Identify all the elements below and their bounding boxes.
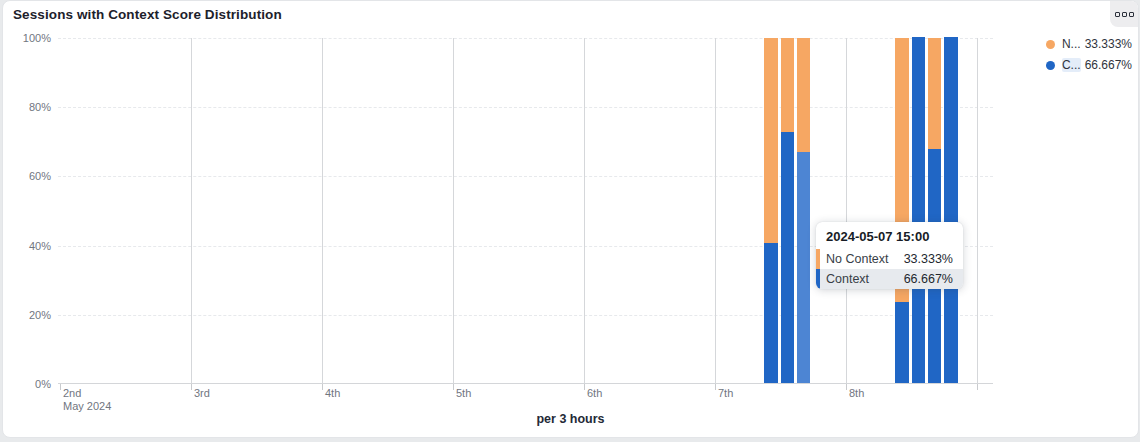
y-axis-label: 100% — [23, 32, 58, 44]
stacked-bar[interactable] — [781, 38, 795, 383]
x-axis-tick — [715, 384, 716, 390]
x-axis-tick — [453, 384, 454, 390]
menu-square-icon — [1115, 12, 1120, 17]
bar-segment-context — [944, 37, 958, 383]
bar-segment-no-context — [781, 38, 795, 133]
x-axis-title: per 3 hours — [3, 412, 1138, 426]
y-axis-label: 20% — [29, 309, 58, 321]
bar-segment-context — [764, 243, 778, 383]
x-axis-label: 5th — [456, 387, 471, 400]
x-axis-label: 8th — [849, 387, 864, 400]
menu-square-icon — [1122, 12, 1127, 17]
x-axis-label: 2ndMay 2024 — [63, 387, 111, 413]
grid-line-vertical — [191, 38, 192, 384]
legend-dot-icon — [1046, 61, 1055, 70]
legend-item-no-context[interactable]: N... 33.333% — [1046, 37, 1132, 51]
stacked-bar[interactable] — [764, 38, 778, 383]
legend-label: C... — [1062, 58, 1081, 72]
plot-area: 0%20%40%60%80%100%2ndMay 20243rd4th5th6t… — [58, 38, 993, 384]
x-axis-label: 6th — [587, 387, 602, 400]
legend-label: N... — [1062, 37, 1081, 51]
grid-line-vertical — [977, 38, 978, 384]
stacked-bar[interactable] — [928, 38, 942, 383]
grid-line-vertical — [584, 38, 585, 384]
grid-line-horizontal — [58, 38, 993, 39]
bar-segment-context — [781, 132, 795, 383]
x-axis-tick — [60, 384, 61, 390]
x-axis-tick — [977, 384, 978, 390]
chart-card: Sessions with Context Score Distribution… — [2, 0, 1139, 438]
x-axis-tick — [846, 384, 847, 390]
tooltip-row-context: Context 66.667% — [816, 269, 963, 289]
grid-line-vertical — [715, 38, 716, 384]
x-axis-label: 7th — [718, 387, 733, 400]
bar-segment-no-context — [797, 38, 811, 153]
tooltip-title: 2024-05-07 15:00 — [816, 222, 963, 249]
grid-line-horizontal — [58, 315, 993, 316]
x-axis-label: 4th — [325, 387, 340, 400]
bar-segment-no-context — [764, 38, 778, 244]
x-axis-tick — [191, 384, 192, 390]
grid-line-vertical — [846, 38, 847, 384]
series-color-strip — [816, 269, 820, 289]
x-axis-label: 3rd — [194, 387, 210, 400]
tooltip-series-value: 66.667% — [904, 272, 953, 286]
page-title: Sessions with Context Score Distribution — [13, 7, 282, 22]
legend: N... 33.333% C... 66.667% — [1046, 37, 1132, 72]
stacked-bar[interactable] — [944, 38, 958, 383]
tooltip-series-value: 33.333% — [904, 252, 953, 266]
bar-segment-context — [797, 152, 811, 383]
grid-line-horizontal — [58, 176, 993, 177]
y-axis-label: 60% — [29, 170, 58, 182]
grid-line-vertical — [453, 38, 454, 384]
legend-item-context[interactable]: C... 66.667% — [1046, 58, 1132, 72]
chart-tooltip: 2024-05-07 15:00 No Context 33.333% Cont… — [816, 222, 963, 289]
legend-value: 33.333% — [1085, 37, 1132, 51]
tooltip-series-label: Context — [826, 272, 869, 286]
legend-value: 66.667% — [1085, 58, 1132, 72]
tooltip-series-label: No Context — [826, 252, 889, 266]
stacked-bar[interactable] — [912, 38, 926, 383]
x-axis-tick — [322, 384, 323, 390]
grid-line-vertical — [322, 38, 323, 384]
card-menu-button[interactable] — [1110, 1, 1138, 27]
y-axis-label: 80% — [29, 101, 58, 113]
series-color-strip — [816, 249, 820, 269]
x-axis-tick — [584, 384, 585, 390]
grid-line-horizontal — [58, 107, 993, 108]
stacked-bar[interactable] — [797, 38, 811, 383]
bar-segment-context — [895, 302, 909, 383]
stacked-bar[interactable] — [895, 38, 909, 383]
bar-segment-no-context — [928, 38, 942, 150]
y-axis-label: 40% — [29, 240, 58, 252]
bar-segment-context — [912, 37, 926, 383]
legend-dot-icon — [1046, 40, 1055, 49]
menu-square-icon — [1129, 12, 1134, 17]
y-axis-label: 0% — [35, 378, 58, 390]
tooltip-row-no-context: No Context 33.333% — [816, 249, 963, 269]
